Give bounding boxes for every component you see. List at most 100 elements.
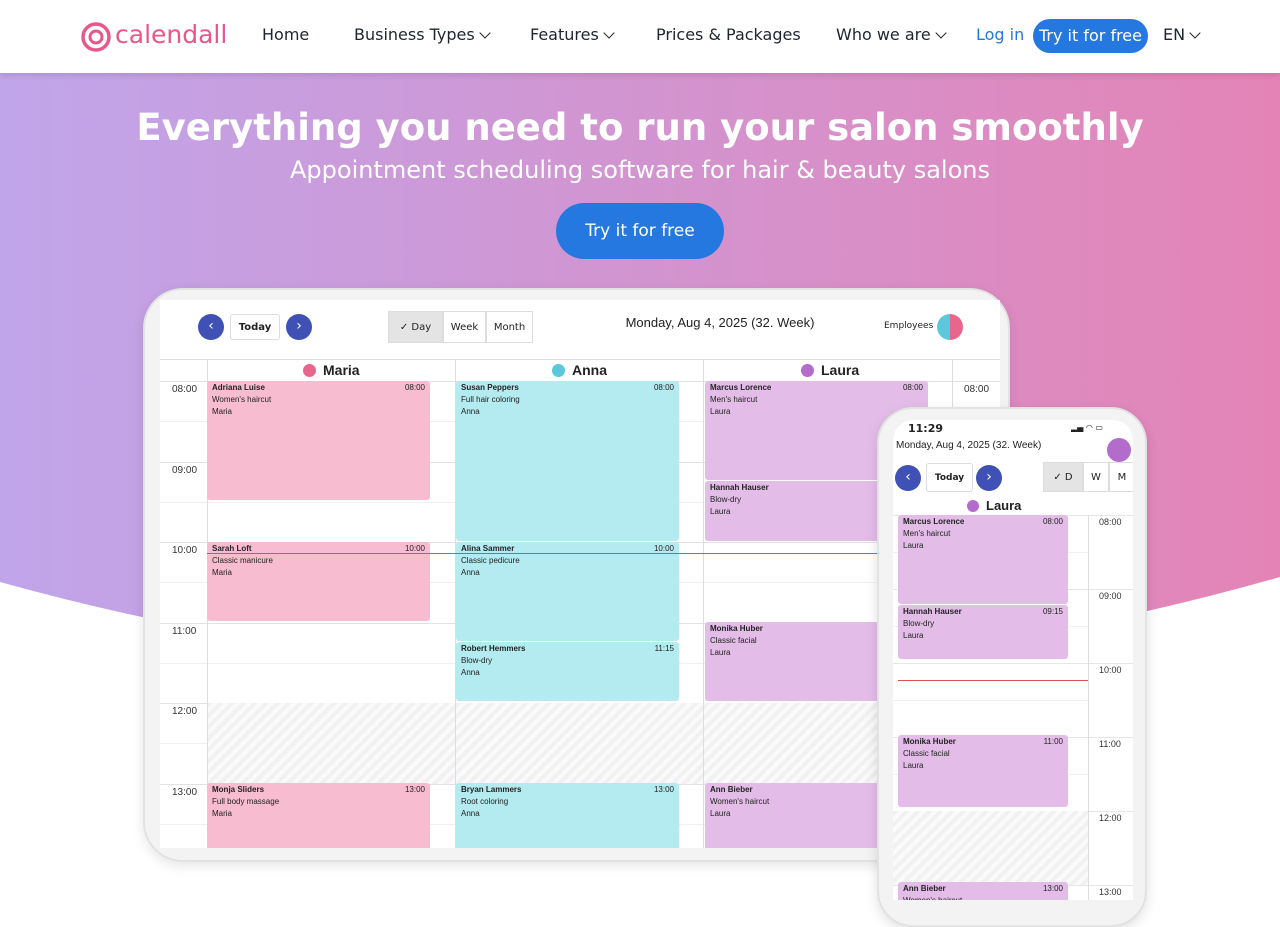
nav-link[interactable]: Home xyxy=(262,25,310,44)
hour-label: 12:00 xyxy=(1099,813,1122,823)
staff: Maria xyxy=(212,568,233,577)
staff: Anna xyxy=(461,407,480,416)
grid-border xyxy=(160,359,1000,360)
hour-label: 10:00 xyxy=(1099,665,1122,675)
hour-label: 11:00 xyxy=(1099,739,1121,749)
hour-label: 13:00 xyxy=(1099,887,1122,897)
employees-label[interactable]: Employees xyxy=(884,321,934,331)
nav-arrow[interactable]: ‹ xyxy=(895,465,921,491)
date-label: Monday, Aug 4, 2025 (32. Week) xyxy=(625,315,815,330)
service: Classic facial xyxy=(903,749,950,758)
tablet-screen: ‹ › Today ✓ Day Week Month Monday, Aug 4, 2025… xyxy=(160,300,1000,848)
client-name: Bryan Lammers xyxy=(461,785,522,794)
column-name: Anna xyxy=(572,362,607,378)
nav-arrow[interactable]: › xyxy=(286,314,312,340)
staff: Anna xyxy=(461,668,480,677)
appointment[interactable]: Monika Huber Classic facial Laura 11:00 xyxy=(898,735,1068,807)
half-line xyxy=(893,700,1088,701)
column-dot xyxy=(303,364,316,377)
column-divider xyxy=(1088,515,1089,900)
appointment[interactable]: Monja Sliders Full body massage Maria 13:00 xyxy=(207,783,430,848)
client-name: Marcus Lorence xyxy=(710,383,772,392)
start-time: 08:00 xyxy=(404,383,425,392)
nav-link[interactable]: Business Types xyxy=(354,25,491,44)
column-name: Laura xyxy=(986,498,1022,513)
view-button[interactable]: ✓ Day xyxy=(388,311,443,343)
start-time: 13:00 xyxy=(653,785,674,794)
employee-avatar xyxy=(937,314,963,340)
blocked-time xyxy=(207,703,952,784)
page: calendall Home Business Types Features P… xyxy=(0,19,1280,927)
view-button[interactable]: M xyxy=(1109,462,1133,492)
nav-cta[interactable]: Try it for free xyxy=(1033,19,1148,53)
nav-arrow[interactable]: › xyxy=(976,465,1002,491)
client-name: Monika Huber xyxy=(710,624,763,633)
hero-cta[interactable]: Try it for free xyxy=(556,203,724,259)
start-time: 11:15 xyxy=(654,644,674,653)
start-time: 08:00 xyxy=(653,383,674,392)
nav-link[interactable]: Features xyxy=(530,25,615,44)
client-name: Hannah Hauser xyxy=(710,483,769,492)
language-selector[interactable]: EN xyxy=(1163,25,1201,44)
column-dot xyxy=(967,500,979,512)
hour-label: 08:00 xyxy=(1099,517,1122,527)
view-button[interactable]: W xyxy=(1083,462,1109,492)
appointment[interactable]: Bryan Lammers Root coloring Anna 13:00 xyxy=(456,783,679,848)
nav-link[interactable]: Prices & Packages xyxy=(656,25,801,44)
nav-arrow[interactable]: ‹ xyxy=(198,314,224,340)
staff: Laura xyxy=(903,541,924,550)
appointment[interactable]: Sarah Loft Classic manicure Maria 10:00 xyxy=(207,542,430,621)
client-name: Monja Sliders xyxy=(212,785,265,794)
service: Blow-dry xyxy=(461,656,493,665)
today-button[interactable]: Today xyxy=(230,314,280,340)
view-button[interactable]: ✓ D xyxy=(1043,462,1083,492)
nav-link[interactable]: Who we are xyxy=(836,25,947,44)
appointment[interactable]: Alina Sammer Classic pedicure Anna 10:00 xyxy=(456,542,679,641)
login-link[interactable]: Log in xyxy=(976,25,1025,44)
staff: Laura xyxy=(903,631,924,640)
hero-subtitle: Appointment scheduling software for hair… xyxy=(290,156,990,184)
staff: Maria xyxy=(212,809,233,818)
hour-label: 09:00 xyxy=(1099,591,1122,601)
service: Full body massage xyxy=(212,797,280,806)
hour-label: 09:00 xyxy=(172,464,198,476)
service: Men's haircut xyxy=(903,529,951,538)
service: Women's haircut xyxy=(903,895,1063,900)
staff: Laura xyxy=(903,761,924,770)
column-dot xyxy=(801,364,814,377)
start-time: 10:00 xyxy=(653,544,674,553)
client-name: Sarah Loft xyxy=(212,544,252,553)
now-line xyxy=(207,553,1000,554)
service: Full hair coloring xyxy=(461,395,520,404)
hour-label: 10:00 xyxy=(172,545,198,556)
client-name: Alina Sammer xyxy=(461,544,515,553)
appointment[interactable]: Susan Peppers Full hair coloring Anna 08:00 xyxy=(456,381,679,541)
hour-label: 12:00 xyxy=(172,706,198,717)
appointment[interactable]: Marcus Lorence Men's haircut Laura 08:00 xyxy=(898,515,1068,604)
nav-link-text: Business Types xyxy=(354,25,475,44)
client-name: Robert Hemmers xyxy=(461,644,526,653)
staff: Laura xyxy=(710,648,731,657)
language-text: EN xyxy=(1163,25,1186,44)
service: Men's haircut xyxy=(710,395,758,404)
staff: Anna xyxy=(461,568,480,577)
view-button[interactable]: Month xyxy=(486,311,533,343)
view-button[interactable]: Week xyxy=(443,311,486,343)
hero-title: Everything you need to run your salon sm… xyxy=(136,106,1144,149)
service: Women's haircut xyxy=(710,797,770,806)
today-button[interactable]: Today xyxy=(926,463,973,492)
client-name: Adriana Luise xyxy=(212,383,265,392)
appointment[interactable]: Robert Hemmers Blow-dry Anna 11:15 xyxy=(456,642,679,701)
appointment[interactable]: Adriana Luise Women's haircut Maria 08:00 xyxy=(207,381,430,500)
appointment[interactable]: Hannah Hauser Blow-dry Laura 09:15 xyxy=(898,605,1068,659)
logo-text[interactable]: calendall xyxy=(115,20,228,49)
blocked-time xyxy=(893,811,1088,885)
start-time: 10:00 xyxy=(404,544,425,553)
start-time: 13:00 xyxy=(404,785,425,794)
date-label: Monday, Aug 4, 2025 (32. Week) xyxy=(896,440,1042,451)
service: Classic manicure xyxy=(212,556,273,565)
logo-icon xyxy=(81,22,111,52)
hour-label: 08:00 xyxy=(172,384,198,395)
hour-label: 11:00 xyxy=(172,625,197,637)
